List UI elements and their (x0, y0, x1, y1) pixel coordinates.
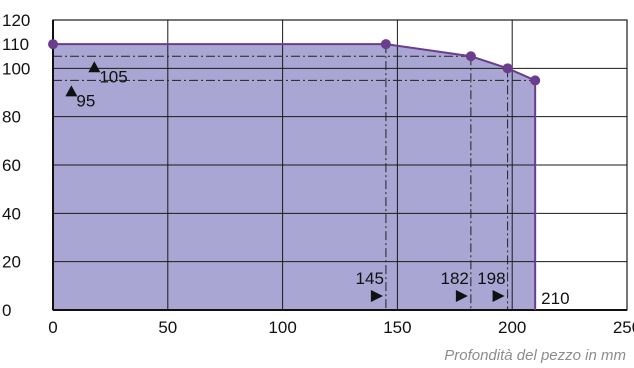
y-tick-label: 40 (2, 204, 21, 223)
data-point (502, 63, 513, 74)
x-tick-label: 50 (158, 318, 177, 337)
y-tick-label: 120 (2, 11, 30, 30)
x-marker-label: 145 (356, 269, 384, 288)
data-point (380, 39, 391, 50)
x-marker-label: 182 (440, 269, 468, 288)
y-tick-label: 0 (2, 301, 11, 320)
y-marker-label: 95 (76, 91, 95, 110)
x-tick-label: 150 (383, 318, 411, 337)
x-axis-label: Profondità del pezzo in mm (444, 347, 626, 364)
y-tick-label: 110 (2, 35, 29, 54)
marker-right-icon (370, 290, 383, 302)
y-tick-label: 60 (2, 156, 21, 175)
data-point (465, 51, 476, 62)
end-value-label: 210 (541, 289, 569, 308)
series-line (53, 43, 537, 310)
x-tick-label: 250 (613, 318, 634, 337)
x-tick-label: 0 (48, 318, 57, 337)
marker-right-icon (455, 290, 468, 302)
y-tick-label: 100 (2, 59, 30, 78)
marker-up-icon (65, 85, 78, 97)
marker-up-icon (88, 61, 101, 73)
y-marker-label: 105 (99, 67, 127, 86)
area-fill (53, 44, 536, 311)
y-tick-label: 80 (2, 108, 21, 127)
data-point (48, 39, 58, 50)
data-point (530, 75, 541, 86)
y-tick-label: 20 (2, 253, 21, 272)
x-tick-label: 200 (498, 318, 526, 337)
marker-right-icon (492, 290, 505, 302)
x-marker-label: 198 (477, 269, 505, 288)
x-tick-label: 100 (268, 318, 296, 337)
